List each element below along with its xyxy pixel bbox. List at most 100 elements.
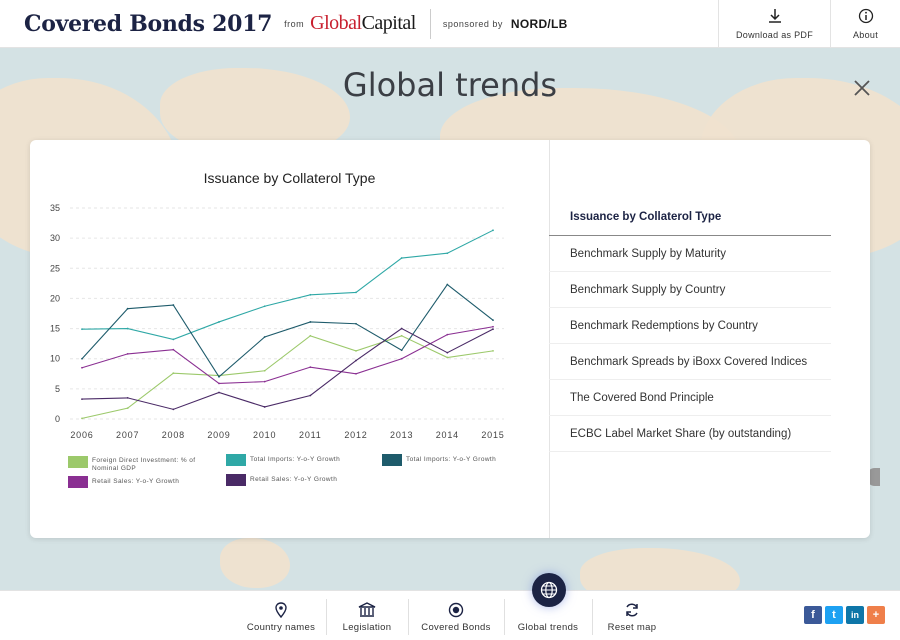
data-point <box>400 357 403 360</box>
chart-menu-item[interactable]: Benchmark Redemptions by Country <box>549 308 831 344</box>
data-point <box>492 229 494 232</box>
x-tick-label: 2010 <box>253 430 276 440</box>
legend-label-line: Foreign Direct Investment: % of <box>92 457 195 464</box>
nav-divider <box>504 599 505 635</box>
target-icon <box>448 602 464 618</box>
chart-title: Issuance by Collaterol Type <box>203 170 376 186</box>
data-point <box>126 327 129 330</box>
chart-menu-item[interactable]: The Covered Bond Principle <box>549 380 831 416</box>
data-point <box>446 252 449 255</box>
series-line <box>81 283 494 378</box>
data-point <box>309 334 312 337</box>
data-point <box>218 382 220 385</box>
chart-menu-item[interactable]: Benchmark Supply by Country <box>549 272 831 308</box>
chart-menu-item[interactable]: Benchmark Supply by Maturity <box>549 236 831 272</box>
data-point <box>263 336 266 338</box>
sponsored-label: sponsored by <box>442 18 503 29</box>
download-pdf-button[interactable]: Download as PDF <box>718 0 830 48</box>
nav-label: Covered Bonds <box>421 622 491 633</box>
data-point <box>81 398 83 401</box>
legend-swatch <box>226 454 246 466</box>
panel-divider <box>549 140 550 538</box>
data-point <box>355 349 357 352</box>
data-point <box>309 366 312 369</box>
refresh-icon <box>626 603 638 617</box>
facebook-icon: f <box>811 609 815 621</box>
globe-icon <box>540 581 558 599</box>
chart-menu-item[interactable]: Issuance by Collaterol Type <box>549 198 831 236</box>
logo-part-capital: Capital <box>361 12 417 34</box>
legend-label-line: Nominal GDP <box>92 465 136 472</box>
data-point <box>81 328 83 331</box>
nav-reset-map[interactable]: Reset map <box>593 591 671 640</box>
x-tick-label: 2015 <box>481 430 504 440</box>
linkedin-icon: in <box>851 610 859 620</box>
about-label: About <box>852 30 879 40</box>
data-point <box>126 397 129 399</box>
data-point <box>172 304 175 306</box>
close-icon <box>854 80 870 96</box>
nordlb-logo[interactable]: NORD/LB <box>511 17 568 31</box>
data-point <box>218 321 220 323</box>
header-divider <box>429 8 431 39</box>
x-tick-label: 2009 <box>207 430 230 440</box>
nav-divider <box>408 599 409 635</box>
data-point <box>492 328 494 331</box>
data-point <box>355 322 357 325</box>
app-title: Covered Bonds 2017 <box>24 10 273 37</box>
nav-label: Global trends <box>517 622 579 633</box>
nav-global-trends[interactable]: Global trends <box>505 591 591 640</box>
data-point <box>81 366 83 369</box>
y-tick-label: 10 <box>50 354 60 364</box>
data-point <box>400 257 403 259</box>
download-icon <box>768 9 781 23</box>
download-pdf-label: Download as PDF <box>735 30 814 40</box>
nav-divider <box>592 599 593 635</box>
legend-swatch <box>68 456 88 468</box>
map-landmass <box>220 538 290 588</box>
about-button[interactable]: About <box>830 0 900 48</box>
data-point <box>81 417 83 420</box>
x-tick-label: 2012 <box>344 430 367 440</box>
x-tick-label: 2011 <box>299 430 322 440</box>
institution-icon <box>358 602 376 617</box>
nav-country-names[interactable]: Country names <box>236 591 326 640</box>
data-point <box>492 349 494 352</box>
x-tick-label: 2008 <box>162 430 185 440</box>
linkedin-share-button[interactable]: in <box>846 606 864 624</box>
y-tick-label: 5 <box>55 384 60 394</box>
legend-swatch <box>68 476 88 488</box>
facebook-share-button[interactable]: f <box>804 606 822 624</box>
legend-swatch <box>226 474 246 486</box>
series-line <box>81 335 494 419</box>
nav-label: Reset map <box>607 622 657 633</box>
series-line <box>81 326 494 384</box>
data-point <box>218 391 220 394</box>
data-point <box>400 334 403 337</box>
logo-part-global: Global <box>310 12 362 34</box>
more-share-button[interactable]: + <box>867 606 885 624</box>
data-point <box>172 408 175 411</box>
global-trends-panel: Issuance by Collaterol Type 0 5 10 15 20 25 30… <box>30 140 870 538</box>
data-point <box>218 375 220 378</box>
data-point <box>355 372 357 375</box>
y-tick-label: 20 <box>50 293 60 303</box>
nav-covered-bonds[interactable]: Covered Bonds <box>409 591 503 640</box>
twitter-share-button[interactable]: t <box>825 606 843 624</box>
data-point <box>172 372 175 375</box>
global-trends-active-button[interactable] <box>532 573 566 607</box>
data-point <box>263 369 266 372</box>
globalcapital-logo[interactable]: GlobalCapital <box>310 12 416 35</box>
legend-label: Retail Sales: Y-o-Y Growth <box>92 478 179 485</box>
data-point <box>172 338 175 341</box>
y-tick-label: 0 <box>55 414 60 424</box>
legend-label: Retail Sales: Y-o-Y Growth <box>250 476 337 483</box>
chart-menu-item[interactable]: ECBC Label Market Share (by outstanding) <box>549 416 831 452</box>
from-label: from <box>284 18 305 29</box>
legend-swatch <box>382 454 402 466</box>
chart-menu-item[interactable]: Benchmark Spreads by iBoxx Covered Indic… <box>549 344 831 380</box>
nav-legislation[interactable]: Legislation <box>327 591 407 640</box>
info-icon <box>858 8 873 24</box>
close-button[interactable] <box>850 76 874 100</box>
data-point <box>309 321 312 323</box>
